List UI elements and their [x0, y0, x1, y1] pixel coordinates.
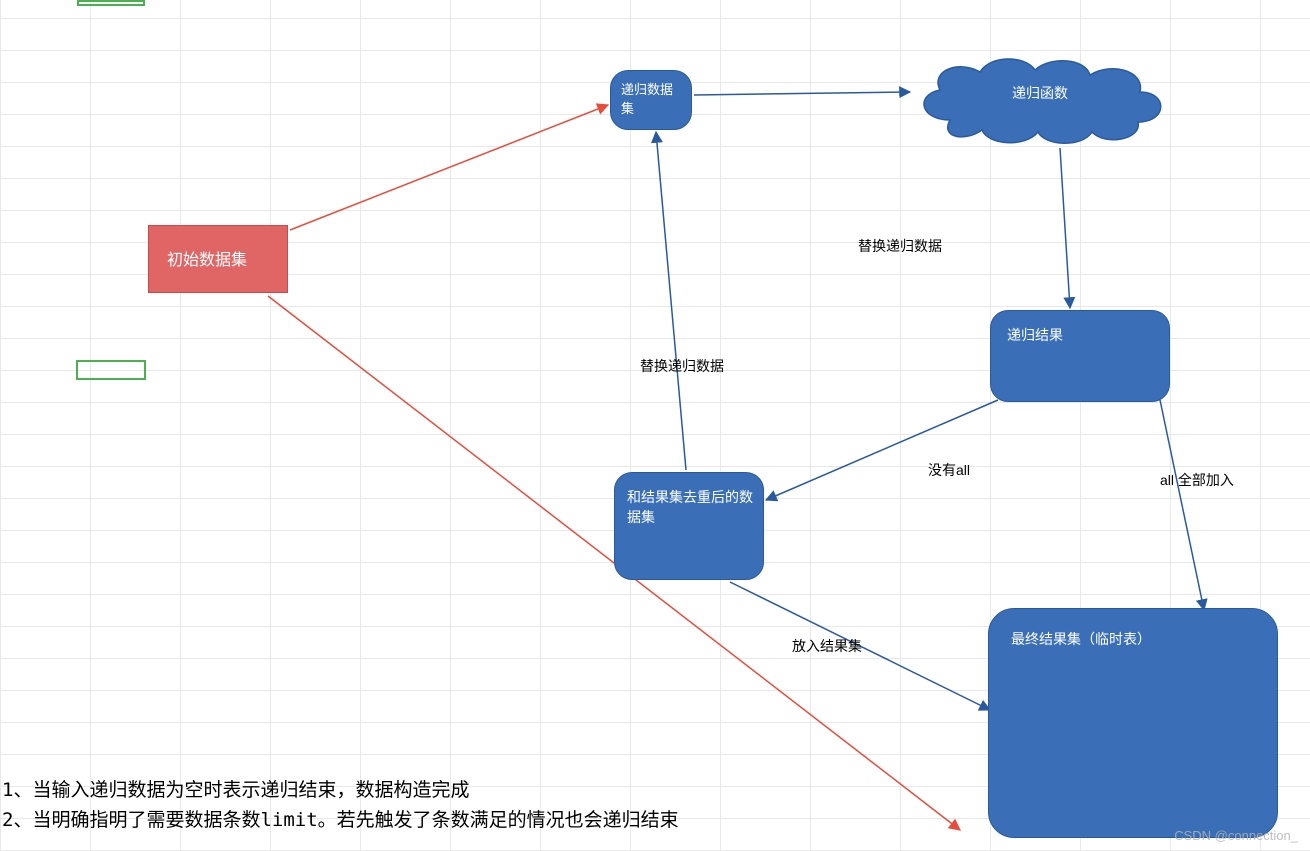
- annotation-line-2: 2、当明确指明了需要数据条数limit。若先触发了条数满足的情况也会递归结束: [2, 805, 679, 835]
- edge-func-to-result: [1060, 148, 1070, 308]
- node-label: 最终结果集（临时表）: [1011, 629, 1151, 649]
- node-recursive-result: 递归结果: [990, 310, 1170, 402]
- node-label: 初始数据集: [167, 246, 247, 270]
- node-label: 和结果集去重后的数据集: [627, 487, 753, 527]
- edge-label-replace-2: 替换递归数据: [640, 356, 724, 376]
- annotation-line-1: 1、当输入递归数据为空时表示递归结束，数据构造完成: [2, 775, 679, 805]
- edge-initial-to-recursive: [290, 105, 608, 230]
- node-label: 递归函数: [1012, 85, 1068, 101]
- annotation-notes: 1、当输入递归数据为空时表示递归结束，数据构造完成 2、当明确指明了需要数据条数…: [2, 775, 679, 836]
- edge-result-to-dedup: [766, 400, 998, 500]
- edge-label-no-all: 没有all: [928, 460, 970, 480]
- node-dedup-dataset: 和结果集去重后的数据集: [614, 472, 764, 580]
- node-recursive-data: 递归数据集: [610, 70, 692, 130]
- node-final-result: 最终结果集（临时表）: [988, 608, 1278, 838]
- node-label: 递归数据集: [621, 79, 681, 117]
- edge-label-all-add: all 全部加入: [1160, 470, 1234, 490]
- edge-dedup-to-recursive: [656, 132, 686, 470]
- watermark: CSDN @connection_: [1174, 828, 1298, 843]
- node-initial-dataset: 初始数据集: [148, 225, 288, 293]
- node-label: 递归结果: [1007, 325, 1063, 345]
- edge-result-to-final: [1160, 400, 1204, 610]
- edge-recursive-to-func: [694, 92, 910, 95]
- node-recursive-func-label: 递归函数: [990, 83, 1090, 103]
- edge-label-put-result: 放入结果集: [792, 636, 862, 656]
- edge-label-replace-1: 替换递归数据: [858, 236, 942, 256]
